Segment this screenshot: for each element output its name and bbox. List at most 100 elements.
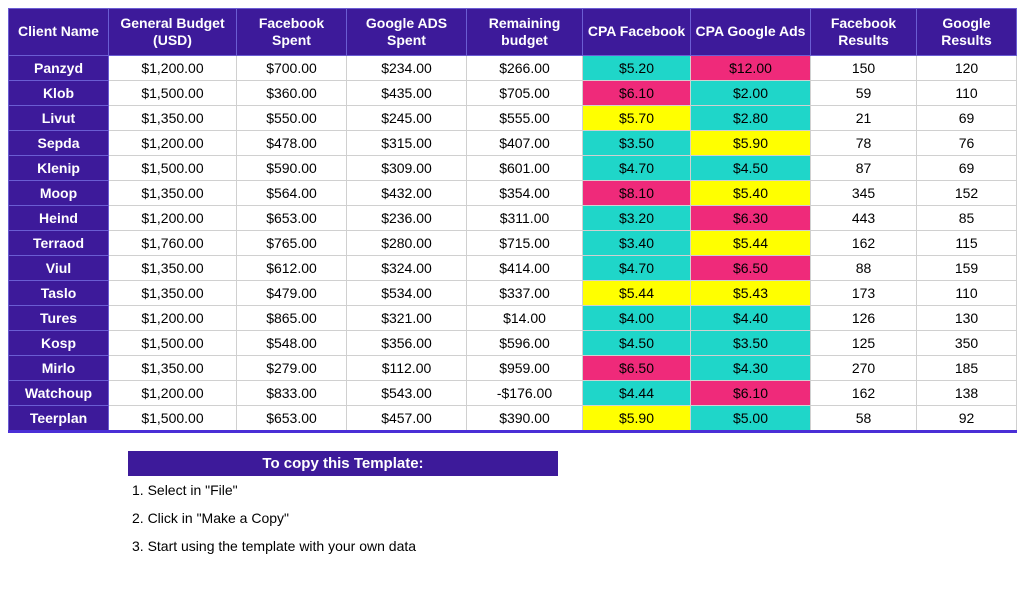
client-name-cell: Klenip [9, 155, 109, 180]
col-header: CPA Facebook [583, 9, 691, 56]
data-cell: $280.00 [347, 230, 467, 255]
data-cell: $8.10 [583, 180, 691, 205]
table-row: Sepda$1,200.00$478.00$315.00$407.00$3.50… [9, 130, 1017, 155]
data-cell: $700.00 [237, 55, 347, 80]
data-cell: 185 [917, 355, 1017, 380]
table-row: Klob$1,500.00$360.00$435.00$705.00$6.10$… [9, 80, 1017, 105]
data-cell: $315.00 [347, 130, 467, 155]
data-cell: $5.40 [691, 180, 811, 205]
col-header: General Budget (USD) [109, 9, 237, 56]
data-cell: $590.00 [237, 155, 347, 180]
data-cell: $564.00 [237, 180, 347, 205]
data-cell: 345 [811, 180, 917, 205]
data-cell: $432.00 [347, 180, 467, 205]
data-cell: 126 [811, 305, 917, 330]
data-cell: $4.00 [583, 305, 691, 330]
data-cell: 162 [811, 380, 917, 405]
data-cell: $4.30 [691, 355, 811, 380]
data-cell: $550.00 [237, 105, 347, 130]
table-row: Watchoup$1,200.00$833.00$543.00-$176.00$… [9, 380, 1017, 405]
data-cell: $321.00 [347, 305, 467, 330]
instructions-box: To copy this Template: 1. Select in "Fil… [128, 451, 558, 560]
table-header-row: Client NameGeneral Budget (USD)Facebook … [9, 9, 1017, 56]
data-cell: $356.00 [347, 330, 467, 355]
data-cell: $1,350.00 [109, 180, 237, 205]
data-cell: $6.50 [583, 355, 691, 380]
data-cell: 21 [811, 105, 917, 130]
data-cell: 138 [917, 380, 1017, 405]
data-cell: 92 [917, 405, 1017, 431]
data-cell: $1,200.00 [109, 205, 237, 230]
data-cell: $601.00 [467, 155, 583, 180]
data-cell: $5.44 [691, 230, 811, 255]
col-header: Google ADS Spent [347, 9, 467, 56]
data-cell: $1,500.00 [109, 80, 237, 105]
data-cell: $548.00 [237, 330, 347, 355]
data-cell: $1,350.00 [109, 105, 237, 130]
data-cell: 443 [811, 205, 917, 230]
data-cell: $3.40 [583, 230, 691, 255]
table-row: Klenip$1,500.00$590.00$309.00$601.00$4.7… [9, 155, 1017, 180]
data-cell: $5.43 [691, 280, 811, 305]
data-cell: 152 [917, 180, 1017, 205]
client-name-cell: Panzyd [9, 55, 109, 80]
data-cell: 87 [811, 155, 917, 180]
data-cell: $245.00 [347, 105, 467, 130]
table-row: Tures$1,200.00$865.00$321.00$14.00$4.00$… [9, 305, 1017, 330]
table-row: Mirlo$1,350.00$279.00$112.00$959.00$6.50… [9, 355, 1017, 380]
data-cell: 78 [811, 130, 917, 155]
data-cell: $457.00 [347, 405, 467, 431]
data-cell: 85 [917, 205, 1017, 230]
client-name-cell: Mirlo [9, 355, 109, 380]
data-cell: $612.00 [237, 255, 347, 280]
data-cell: $765.00 [237, 230, 347, 255]
data-cell: 125 [811, 330, 917, 355]
data-cell: 173 [811, 280, 917, 305]
data-cell: $435.00 [347, 80, 467, 105]
budget-table: Client NameGeneral Budget (USD)Facebook … [8, 8, 1017, 433]
data-cell: 120 [917, 55, 1017, 80]
table-row: Viul$1,350.00$612.00$324.00$414.00$4.70$… [9, 255, 1017, 280]
client-name-cell: Viul [9, 255, 109, 280]
data-cell: $833.00 [237, 380, 347, 405]
client-name-cell: Teerplan [9, 405, 109, 431]
instructions-step: 3. Start using the template with your ow… [128, 532, 558, 560]
data-cell: 69 [917, 155, 1017, 180]
data-cell: $407.00 [467, 130, 583, 155]
data-cell: $4.40 [691, 305, 811, 330]
data-cell: 270 [811, 355, 917, 380]
data-cell: $479.00 [237, 280, 347, 305]
data-cell: $309.00 [347, 155, 467, 180]
col-header: CPA Google Ads [691, 9, 811, 56]
data-cell: $4.70 [583, 155, 691, 180]
client-name-cell: Sepda [9, 130, 109, 155]
col-header: Client Name [9, 9, 109, 56]
data-cell: 159 [917, 255, 1017, 280]
data-cell: $1,200.00 [109, 130, 237, 155]
data-cell: $4.44 [583, 380, 691, 405]
data-cell: 110 [917, 80, 1017, 105]
data-cell: $1,200.00 [109, 305, 237, 330]
data-cell: $5.44 [583, 280, 691, 305]
data-cell: $14.00 [467, 305, 583, 330]
table-row: Livut$1,350.00$550.00$245.00$555.00$5.70… [9, 105, 1017, 130]
table-row: Panzyd$1,200.00$700.00$234.00$266.00$5.2… [9, 55, 1017, 80]
data-cell: $1,350.00 [109, 255, 237, 280]
table-row: Moop$1,350.00$564.00$432.00$354.00$8.10$… [9, 180, 1017, 205]
client-name-cell: Klob [9, 80, 109, 105]
data-cell: $3.20 [583, 205, 691, 230]
data-cell: $653.00 [237, 405, 347, 431]
data-cell: $324.00 [347, 255, 467, 280]
data-cell: $4.50 [691, 155, 811, 180]
client-name-cell: Watchoup [9, 380, 109, 405]
data-cell: $234.00 [347, 55, 467, 80]
data-cell: $2.00 [691, 80, 811, 105]
data-cell: $715.00 [467, 230, 583, 255]
data-cell: $959.00 [467, 355, 583, 380]
data-cell: $279.00 [237, 355, 347, 380]
data-cell: $1,760.00 [109, 230, 237, 255]
data-cell: $478.00 [237, 130, 347, 155]
data-cell: $112.00 [347, 355, 467, 380]
data-cell: $6.50 [691, 255, 811, 280]
data-cell: $1,200.00 [109, 55, 237, 80]
